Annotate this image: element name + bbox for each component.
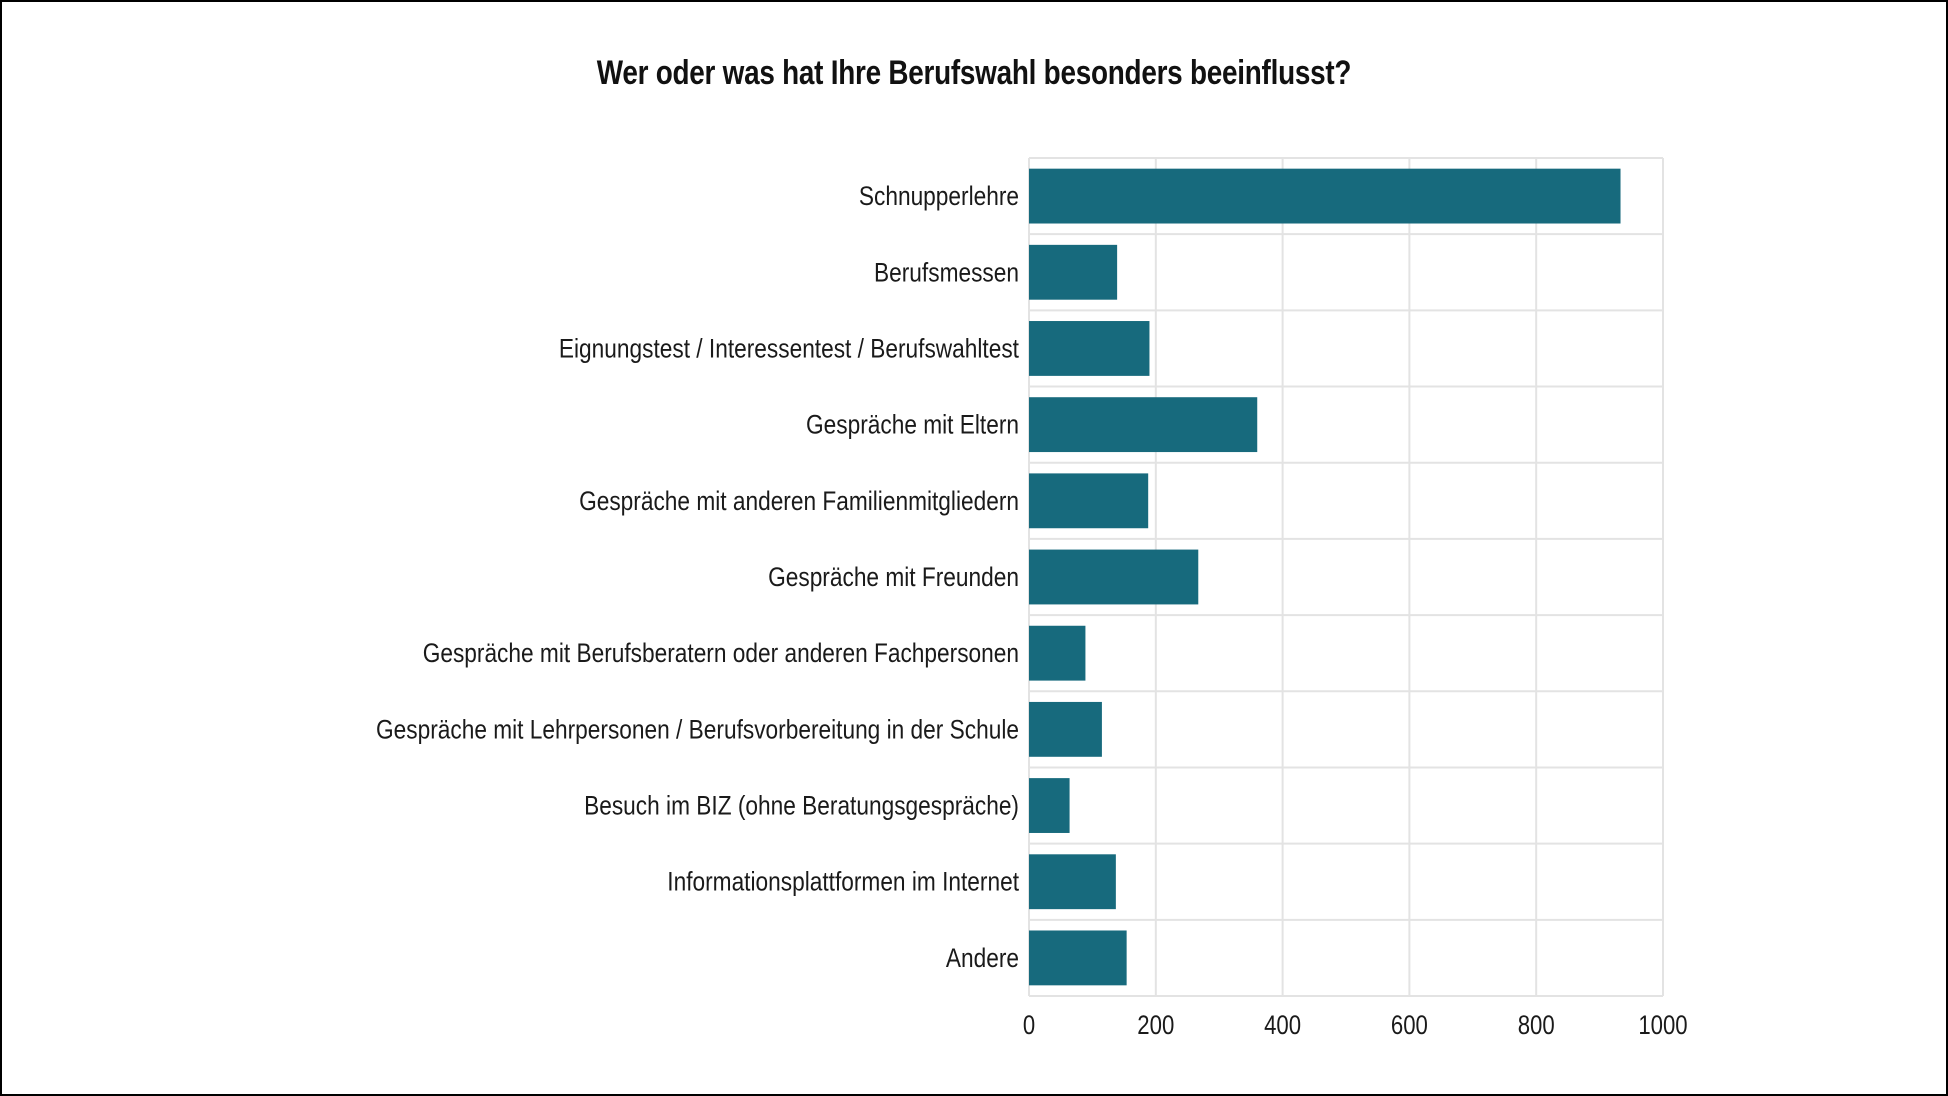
category-label: Eignungstest / Interessentest / Berufswa… [559,333,1020,363]
category-label: Besuch im BIZ (ohne Beratungsgespräche) [584,791,1019,821]
bar [1029,625,1086,681]
chart-title: Wer oder was hat Ihre Berufswahl besonde… [596,54,1352,92]
bar [1029,168,1621,224]
bar [1029,397,1258,453]
bar [1029,549,1199,605]
category-label: Gespräche mit Lehrpersonen / Berufsvorbe… [376,714,1019,744]
category-label: Gespräche mit Freunden [768,562,1019,592]
bar [1029,778,1070,833]
bar [1029,473,1149,529]
bar [1029,244,1118,300]
x-tick-label: 400 [1264,1010,1301,1040]
category-label: Informationsplattformen im Internet [667,867,1019,897]
category-label: Andere [946,943,1019,973]
x-tick-label: 0 [1023,1010,1035,1040]
x-tick-label: 600 [1391,1010,1428,1040]
category-label: Gespräche mit Berufsberatern oder andere… [423,638,1019,668]
x-tick-labels: 0 200 400 600 800 1000 [1023,1010,1688,1040]
category-label: Schnupperlehre [859,181,1019,211]
bar [1029,321,1150,376]
x-tick-label: 800 [1518,1010,1555,1040]
bar [1029,701,1102,757]
category-label: Gespräche mit Eltern [806,410,1019,440]
category-label: Gespräche mit anderen Familienmitglieder… [579,486,1019,516]
category-labels: Schnupperlehre Berufsmessen Eignungstest /… [376,181,1019,973]
bar [1029,930,1127,986]
x-tick-label: 1000 [1638,1010,1687,1040]
category-label: Berufsmessen [874,257,1019,287]
bars [1029,168,1621,986]
x-tick-label: 200 [1137,1010,1174,1040]
bar [1029,854,1116,910]
grid-lines [1028,157,1664,997]
